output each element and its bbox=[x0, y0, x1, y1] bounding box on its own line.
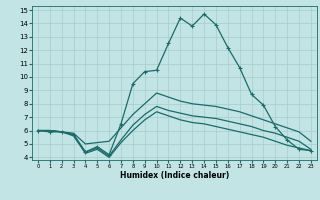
X-axis label: Humidex (Indice chaleur): Humidex (Indice chaleur) bbox=[120, 171, 229, 180]
